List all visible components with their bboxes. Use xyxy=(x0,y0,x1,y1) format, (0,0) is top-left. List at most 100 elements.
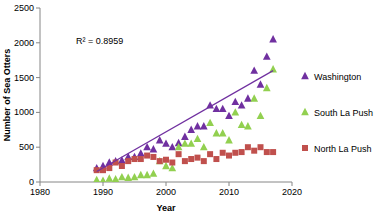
point xyxy=(143,171,151,178)
point xyxy=(213,129,221,136)
point xyxy=(162,162,170,169)
point xyxy=(119,163,125,169)
x-tick-label: 2010 xyxy=(219,187,239,197)
point xyxy=(231,108,239,115)
point xyxy=(207,151,213,157)
point xyxy=(105,174,113,181)
point xyxy=(219,129,227,136)
point xyxy=(251,148,257,154)
point xyxy=(232,150,238,156)
y-axis xyxy=(40,8,41,182)
point xyxy=(137,149,145,156)
x-tick-label: 2000 xyxy=(156,187,176,197)
point xyxy=(150,145,158,152)
legend-marker xyxy=(301,108,309,115)
point xyxy=(156,157,164,164)
x-tick xyxy=(103,182,104,186)
point xyxy=(213,156,219,162)
point xyxy=(150,169,158,176)
plot-area xyxy=(93,35,277,182)
point xyxy=(257,112,265,119)
y-tick xyxy=(36,112,40,113)
point xyxy=(194,122,202,129)
point xyxy=(250,94,258,101)
point xyxy=(144,153,150,159)
point xyxy=(125,158,131,164)
x-tick xyxy=(166,182,167,186)
point xyxy=(168,143,176,150)
point xyxy=(112,175,120,182)
point xyxy=(93,176,101,182)
point xyxy=(138,156,144,162)
x-tick xyxy=(40,182,41,186)
point xyxy=(200,143,208,150)
trend-line xyxy=(97,71,273,172)
point xyxy=(250,66,258,73)
legend-label: South La Push xyxy=(314,108,373,118)
point xyxy=(181,140,189,147)
point xyxy=(244,122,252,129)
point xyxy=(206,119,214,126)
point xyxy=(162,140,170,147)
point xyxy=(181,133,189,140)
x-tick xyxy=(292,182,293,186)
point xyxy=(263,53,271,60)
x-tick-label: 2020 xyxy=(282,187,302,197)
point xyxy=(258,144,264,150)
x-tick-label: 1980 xyxy=(30,187,50,197)
chart: 0 500 1000 1500 2000 2500 1980 1990 2000 2010 2020… xyxy=(0,0,390,219)
point xyxy=(263,84,271,91)
point xyxy=(195,155,201,161)
point xyxy=(269,35,277,42)
point xyxy=(245,144,251,150)
point xyxy=(219,105,227,112)
point xyxy=(182,158,188,164)
y-tick xyxy=(36,42,40,43)
legend-label: North La Push xyxy=(314,144,372,154)
point xyxy=(99,176,107,182)
point xyxy=(257,80,265,87)
point xyxy=(225,136,233,143)
annotation: R² = 0.8959 xyxy=(76,36,123,46)
point xyxy=(118,173,126,180)
point xyxy=(169,160,175,166)
x-tick-label: 1990 xyxy=(93,187,113,197)
y-tick-label: 2500 xyxy=(14,3,34,13)
y-axis-label: Number of Sea Otters xyxy=(2,49,12,142)
point xyxy=(132,156,138,162)
point xyxy=(201,158,207,164)
legend-marker xyxy=(302,145,308,151)
point xyxy=(176,151,182,157)
point xyxy=(188,156,194,162)
point xyxy=(238,101,246,108)
point xyxy=(213,105,221,112)
point xyxy=(137,171,145,178)
y-tick-label: 2000 xyxy=(14,38,34,48)
point xyxy=(226,153,232,159)
point xyxy=(150,154,156,160)
point xyxy=(163,157,169,163)
x-axis-label: Year xyxy=(156,203,176,213)
legend-label: Washington xyxy=(314,72,361,82)
point xyxy=(131,173,139,180)
legend-marker xyxy=(301,72,309,79)
y-tick-label: 1500 xyxy=(14,73,34,83)
y-tick-label: 0 xyxy=(29,177,34,187)
point xyxy=(231,98,239,105)
y-tick-label: 500 xyxy=(19,142,34,152)
point xyxy=(239,149,245,155)
x-tick xyxy=(229,182,230,186)
point xyxy=(220,150,226,156)
y-tick xyxy=(36,77,40,78)
y-tick xyxy=(36,182,40,183)
point xyxy=(270,149,276,155)
y-tick-label: 1000 xyxy=(14,107,34,117)
point xyxy=(238,121,246,128)
y-tick xyxy=(36,147,40,148)
point xyxy=(264,149,270,155)
point xyxy=(194,135,202,142)
point xyxy=(157,158,163,164)
point xyxy=(187,140,195,147)
point xyxy=(244,94,252,101)
y-tick xyxy=(36,8,40,9)
